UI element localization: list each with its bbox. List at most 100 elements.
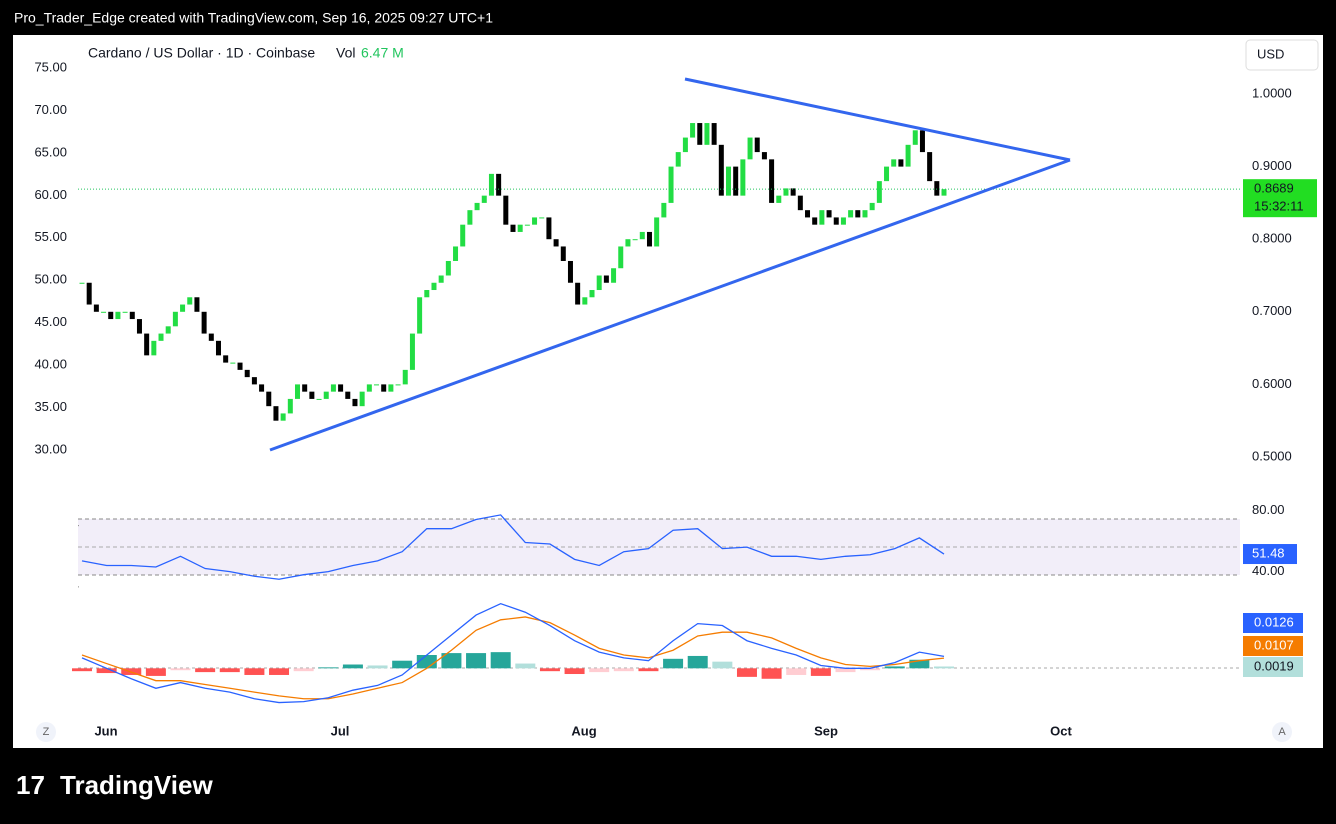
candle [223, 355, 229, 363]
candle [366, 384, 372, 392]
candle [496, 173, 502, 196]
candle [172, 311, 178, 327]
candle [805, 210, 811, 218]
macd-hist-bar [342, 664, 363, 669]
candle [546, 217, 552, 240]
candle [912, 130, 918, 145]
macd-hist-bar [96, 668, 117, 674]
macd-hist-bar [860, 668, 881, 671]
candle [661, 202, 667, 218]
candle [136, 319, 142, 334]
logo: TradingView [60, 770, 213, 800]
x-tick-label: Aug [571, 723, 596, 738]
x-tick-label: Jun [94, 723, 117, 738]
candle [726, 166, 731, 196]
candle [122, 311, 128, 313]
plot: 1.0000 0.9000 0.8000 0.7000 0.6000 0.5000 75.0… [34, 59, 1317, 738]
y2-tick-label: 75.00 [34, 59, 67, 74]
candle [532, 217, 538, 225]
candle [180, 304, 186, 312]
macd-label-bg [1243, 613, 1303, 633]
candle [812, 217, 818, 225]
y2-tick-label: 45.00 [34, 314, 67, 329]
candle [158, 333, 164, 341]
y2-tick-label: 35.00 [34, 399, 67, 414]
candle [675, 152, 681, 167]
candle [898, 159, 904, 167]
candle [488, 173, 494, 196]
price-label-bg [1243, 179, 1317, 218]
hist-label: 0.0019 [1254, 658, 1294, 673]
candle [323, 391, 329, 399]
candle [481, 195, 487, 203]
resistance-trendline [684, 77, 1071, 162]
macd-hist-bar [515, 663, 536, 669]
candle [905, 144, 911, 167]
macd-hist-bar [293, 668, 314, 672]
candle [826, 210, 832, 218]
macd-hist-bar [736, 668, 757, 677]
candle [215, 340, 221, 356]
macd-hist-bar [589, 668, 610, 673]
candle [690, 123, 696, 138]
candle [510, 224, 516, 232]
y-tick-label: 0.8000 [1252, 231, 1292, 246]
x-tick-label: Oct [1050, 723, 1072, 738]
candle [151, 340, 157, 356]
candle [919, 130, 925, 153]
y2-tick-label: 55.00 [34, 229, 67, 244]
candle [424, 290, 430, 298]
candle [869, 202, 875, 211]
macd-hist-bar [786, 668, 807, 675]
macd-hist-bar [195, 668, 216, 673]
candle [524, 224, 530, 226]
candle [503, 195, 509, 225]
candle [567, 260, 573, 283]
y2-tick-label: 30.00 [34, 441, 67, 456]
candle [855, 210, 861, 218]
macd-hist-bar [884, 666, 905, 669]
candle [819, 210, 825, 225]
candle [194, 297, 200, 312]
macd-hist-bar [934, 666, 954, 669]
hist-label-bg [1243, 657, 1303, 677]
candle [316, 398, 322, 400]
candle [467, 210, 473, 225]
candle [718, 144, 724, 196]
macd-hist-bar [539, 668, 560, 672]
svg-text:A: A [1278, 726, 1286, 738]
candle [797, 195, 803, 211]
candle [840, 217, 846, 225]
candle [848, 210, 854, 218]
macd-hist-bar [761, 668, 782, 679]
candle [553, 239, 559, 247]
candle [144, 333, 150, 356]
logo-mark: 17 [16, 770, 45, 800]
candle [201, 311, 207, 334]
candle [266, 391, 272, 407]
price-label: 0.8689 [1254, 181, 1294, 196]
candle [769, 159, 775, 203]
candle [884, 166, 890, 182]
candle [611, 268, 617, 283]
candle [783, 188, 789, 196]
auto-button[interactable] [1272, 722, 1292, 742]
svg-text:Z: Z [43, 726, 50, 738]
candle [330, 384, 336, 392]
candle [891, 159, 897, 167]
macd-hist-bar [416, 655, 437, 669]
candle [417, 297, 423, 334]
candle [575, 282, 581, 305]
candle [625, 239, 631, 247]
y2-tick-label: 70.00 [34, 102, 67, 117]
candle [352, 398, 358, 407]
currency-button[interactable] [1245, 39, 1319, 71]
zoom-button[interactable] [36, 722, 56, 742]
candle [280, 413, 286, 421]
candle [287, 398, 293, 414]
candle [273, 406, 279, 421]
candle [460, 224, 466, 247]
rsi-tick-label: 80.00 [1252, 502, 1285, 517]
y-tick-label: 0.9000 [1252, 158, 1292, 173]
